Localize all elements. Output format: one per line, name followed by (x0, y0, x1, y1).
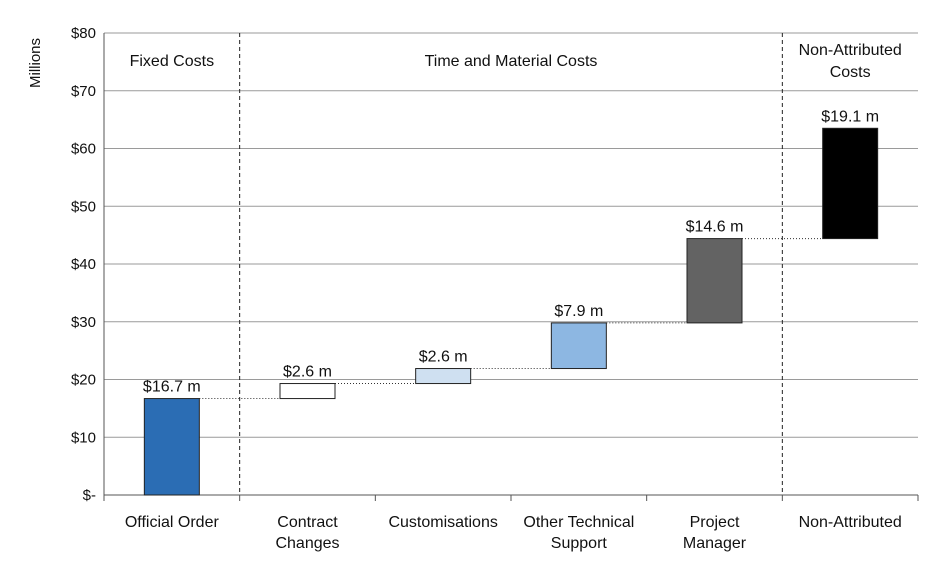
text-labels: $- $10 $20 $30 $40 $50 $60 $70 $80 Millions Fixed … (27, 25, 902, 552)
axes (103, 33, 919, 501)
y-tick-label: $70 (71, 83, 96, 100)
section-dividers (239, 33, 783, 495)
y-tick-label: $40 (71, 256, 96, 273)
data-label: $2.6 m (419, 349, 468, 366)
category-label: Other Technical (523, 514, 634, 531)
bar (279, 383, 336, 400)
gridlines (104, 32, 918, 438)
bar (822, 127, 879, 240)
y-tick-label: $10 (71, 429, 96, 446)
category-label: Contract (277, 514, 338, 531)
category-label: Non-Attributed (799, 514, 902, 531)
y-axis-label: Millions (27, 38, 44, 88)
y-tick-label: $60 (71, 141, 96, 158)
category-label: Support (551, 535, 608, 552)
section-label: Time and Material Costs (425, 53, 598, 70)
data-label: $2.6 m (283, 364, 332, 381)
y-tick-label: $20 (71, 372, 96, 389)
bars (143, 127, 879, 496)
section-label: Fixed Costs (130, 53, 214, 70)
category-label: Project (690, 514, 740, 531)
bar (415, 368, 472, 385)
data-label: $7.9 m (554, 303, 603, 320)
section-label: Non-Attributed (799, 42, 902, 59)
bar (686, 238, 743, 324)
y-tick-label: $80 (71, 25, 96, 42)
section-label: Costs (830, 64, 871, 81)
bar (550, 322, 607, 370)
data-label: $19.1 m (821, 108, 879, 125)
category-label: Manager (683, 535, 747, 552)
category-label: Customisations (388, 514, 497, 531)
y-tick-label: $30 (71, 314, 96, 331)
y-tick-label: $- (83, 487, 96, 504)
y-tick-label: $50 (71, 198, 96, 215)
category-label: Official Order (125, 514, 220, 531)
data-label: $14.6 m (686, 219, 744, 236)
data-label: $16.7 m (143, 379, 201, 396)
bar (143, 398, 200, 496)
category-label: Changes (275, 535, 339, 552)
